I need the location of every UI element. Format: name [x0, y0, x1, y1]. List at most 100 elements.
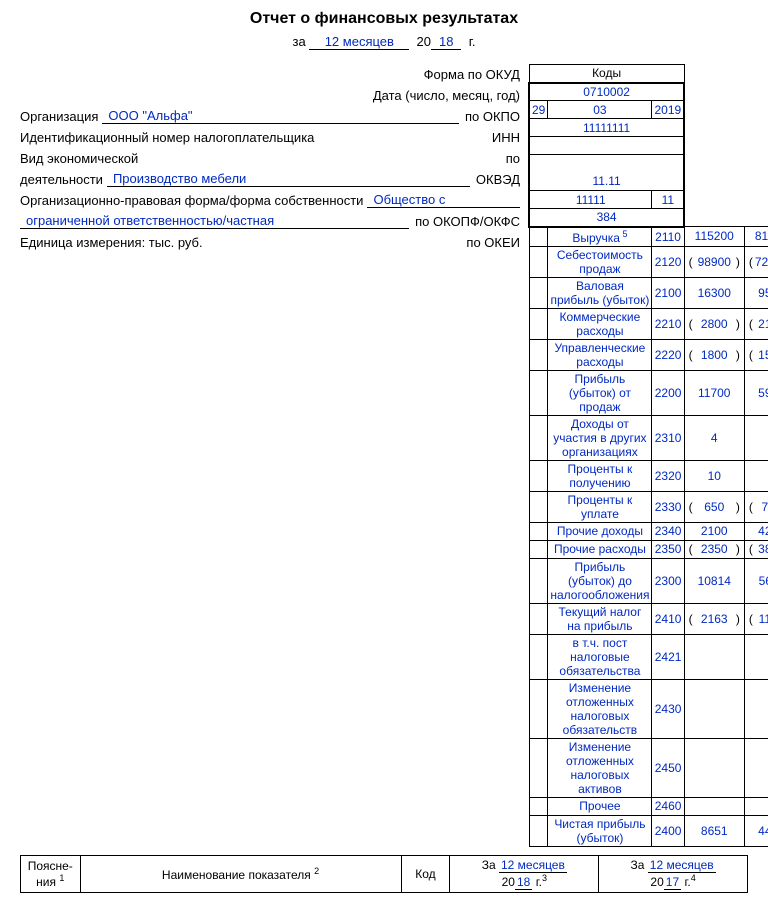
table-row: Себестоимость продаж2120(98900)(72000) [529, 246, 768, 277]
po-label: по [506, 151, 520, 166]
cell-code: 2350 [652, 540, 684, 558]
table-row: Прочие расходы2350(2350)(3800) [529, 540, 768, 558]
table-row: Изменение отложенных налоговых обязатель… [529, 679, 768, 738]
date-label: Дата (число, месяц, год) [373, 88, 520, 103]
cell-name: Прочее [548, 797, 652, 815]
cell-code: 2460 [652, 797, 684, 815]
cell-value: 11700 [684, 370, 744, 415]
cell-value: 81500 [744, 227, 768, 247]
th-period2: За 12 месяцев 2017 г.4 [599, 855, 748, 892]
cell-explanation [529, 370, 548, 415]
cell-explanation [529, 558, 548, 603]
cell-value: (2163) [684, 603, 744, 634]
inn-code [529, 137, 684, 155]
org-label: Организация [20, 109, 98, 124]
cell-value: 115200 [684, 227, 744, 247]
main-table: Поясне- ния 1 Наименование показателя 2 … [20, 855, 748, 893]
okved-label: ОКВЭД [476, 172, 520, 187]
header-area: Форма по ОКУД Дата (число, месяц, год) О… [20, 64, 748, 847]
period-months: 12 месяцев [309, 34, 409, 50]
period-yy: 18 [431, 34, 461, 50]
cell-name: Текущий налог на прибыль [548, 603, 652, 634]
cell-value: (2100) [744, 308, 768, 339]
cell-code: 2220 [652, 339, 684, 370]
codes-header: Коды [529, 65, 684, 83]
okpo-code: 11111111 [529, 119, 684, 137]
cell-explanation [529, 277, 548, 308]
cell-code: 2300 [652, 558, 684, 603]
cell-value [684, 797, 744, 815]
table-row: Прибыль (убыток) до налогообложения23001… [529, 558, 768, 603]
cell-name: Прибыль (убыток) от продаж [548, 370, 652, 415]
th-period1: За 12 месяцев 2018 г.3 [450, 855, 599, 892]
legal-label: Организационно-правовая форма/форма собс… [20, 193, 363, 208]
cell-code: 2210 [652, 308, 684, 339]
cell-name: Прибыль (убыток) до налогообложения [548, 558, 652, 603]
table-row: Выручка 5211011520081500 [529, 227, 768, 247]
table-row: Чистая прибыль (убыток)240086514489 [529, 815, 768, 846]
cell-code: 2421 [652, 634, 684, 679]
unit-label: Единица измерения: тыс. руб. [20, 235, 203, 250]
cell-code: 2320 [652, 460, 684, 491]
table-row: Прочее2460 [529, 797, 768, 815]
okopf-label: по ОКОПФ/ОКФС [415, 214, 520, 229]
org-value: ООО "Альфа" [102, 108, 459, 124]
blank-row [529, 155, 684, 173]
okei-label: по ОКЕИ [466, 235, 520, 250]
cell-value: (72000) [744, 246, 768, 277]
cell-value: (3800) [744, 540, 768, 558]
cell-name: в т.ч. пост налоговые обязательства [548, 634, 652, 679]
table-row: Прибыль (убыток) от продаж2200117005900 [529, 370, 768, 415]
period-pref: за [292, 34, 305, 49]
cell-name: Коммерческие расходы [548, 308, 652, 339]
table-row: Доходы от участия в других организациях2… [529, 415, 768, 460]
cell-value: 4 [684, 415, 744, 460]
cell-explanation [529, 815, 548, 846]
cell-value: 5611 [744, 558, 768, 603]
report-title: Отчет о финансовых результатах [20, 10, 748, 28]
activity-label1: Вид экономической [20, 151, 138, 166]
okfs-code: 11 [652, 191, 684, 209]
th-code: Код [401, 855, 450, 892]
inn-label: ИНН [492, 130, 520, 145]
cell-code: 2120 [652, 246, 684, 277]
cell-value: (1122) [744, 603, 768, 634]
cell-explanation [529, 603, 548, 634]
cell-value [744, 634, 768, 679]
cell-name: Изменение отложенных налоговых обязатель… [548, 679, 652, 738]
period-row: за 12 месяцев 2018 г. [20, 34, 748, 50]
cell-code: 2110 [652, 227, 684, 247]
cell-code: 2340 [652, 522, 684, 540]
cell-value [744, 797, 768, 815]
cell-value [744, 679, 768, 738]
cell-value [684, 738, 744, 797]
okud-code: 0710002 [529, 83, 684, 101]
inn-full-label: Идентификационный номер налогоплательщик… [20, 130, 314, 145]
th-name: Наименование показателя 2 [80, 855, 401, 892]
cell-explanation [529, 522, 548, 540]
period-suf: г. [469, 34, 476, 49]
cell-name: Себестоимость продаж [548, 246, 652, 277]
cell-code: 2450 [652, 738, 684, 797]
cell-name: Проценты к получению [548, 460, 652, 491]
table-row: Прочие доходы234021004200 [529, 522, 768, 540]
cell-value [684, 634, 744, 679]
cell-name: Изменение отложенных налоговых активов [548, 738, 652, 797]
cell-explanation [529, 491, 548, 522]
cell-code: 2100 [652, 277, 684, 308]
cell-code: 2330 [652, 491, 684, 522]
cell-name: Доходы от участия в других организациях [548, 415, 652, 460]
cell-value [744, 738, 768, 797]
cell-value: (2800) [684, 308, 744, 339]
activity-value: Производство мебели [107, 171, 470, 187]
table-row: Текущий налог на прибыль2410(2163)(1122) [529, 603, 768, 634]
okpo-label: по ОКПО [465, 109, 520, 124]
table-row: Управленческие расходы2220(1800)(1500) [529, 339, 768, 370]
cell-code: 2410 [652, 603, 684, 634]
cell-name: Управленческие расходы [548, 339, 652, 370]
table-row: Проценты к получению2320105 [529, 460, 768, 491]
cell-value: (1800) [684, 339, 744, 370]
okud-label: Форма по ОКУД [424, 67, 520, 82]
table-row: Коммерческие расходы2210(2800)(2100) [529, 308, 768, 339]
cell-explanation [529, 540, 548, 558]
